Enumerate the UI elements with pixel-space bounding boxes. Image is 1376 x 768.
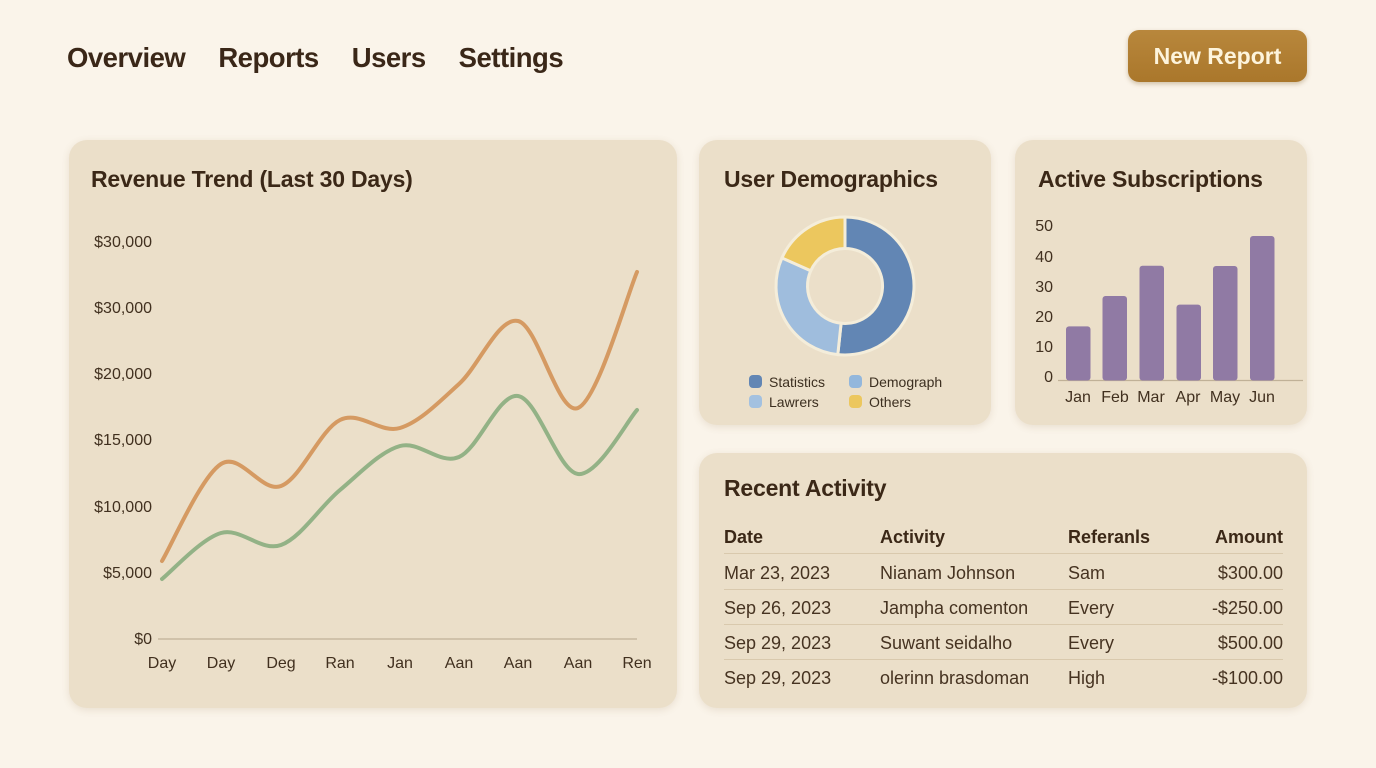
svg-text:50: 50	[1035, 218, 1053, 235]
svg-text:Lawrers: Lawrers	[769, 394, 819, 410]
svg-text:Statistics: Statistics	[769, 374, 825, 390]
svg-text:Jan: Jan	[1065, 389, 1091, 406]
svg-text:Feb: Feb	[1101, 389, 1129, 406]
svg-text:10: 10	[1035, 339, 1053, 356]
svg-text:Deg: Deg	[266, 655, 295, 672]
svg-text:Day: Day	[207, 655, 235, 672]
svg-text:Jan: Jan	[387, 655, 413, 672]
svg-text:$10,000: $10,000	[94, 499, 152, 516]
svg-text:30: 30	[1035, 279, 1053, 296]
svg-text:Aan: Aan	[504, 655, 532, 672]
svg-text:Ren: Ren	[622, 655, 651, 672]
svg-text:$5,000: $5,000	[103, 565, 152, 582]
svg-text:Jun: Jun	[1249, 389, 1275, 406]
svg-text:Apr: Apr	[1176, 389, 1202, 406]
svg-text:$0: $0	[134, 631, 152, 648]
svg-text:$30,000: $30,000	[94, 234, 152, 251]
svg-text:Mar: Mar	[1137, 389, 1165, 406]
svg-text:Aan: Aan	[445, 655, 473, 672]
svg-text:Others: Others	[869, 394, 911, 410]
svg-text:40: 40	[1035, 249, 1053, 266]
svg-text:$30,000: $30,000	[94, 300, 152, 317]
svg-text:0: 0	[1044, 369, 1053, 386]
svg-text:Ran: Ran	[325, 655, 354, 672]
svg-text:Day: Day	[148, 655, 176, 672]
svg-text:Demograph: Demograph	[869, 374, 942, 390]
svg-text:Aan: Aan	[564, 655, 592, 672]
svg-text:$15,000: $15,000	[94, 432, 152, 449]
svg-text:May: May	[1210, 389, 1240, 406]
svg-text:$20,000: $20,000	[94, 366, 152, 383]
svg-text:20: 20	[1035, 309, 1053, 326]
